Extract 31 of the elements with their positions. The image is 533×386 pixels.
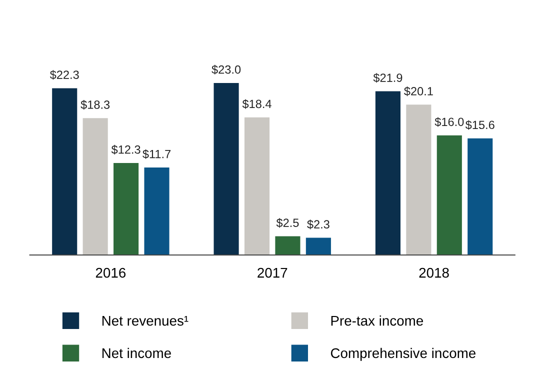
- legend-label: Net revenues¹: [102, 316, 188, 326]
- bar: [306, 238, 331, 255]
- legend-label: Net income: [102, 348, 171, 358]
- data-label: $21.9: [373, 73, 402, 83]
- data-label: $12.3: [111, 144, 140, 154]
- data-label: $18.4: [242, 99, 272, 109]
- data-label: $16.0: [434, 117, 464, 127]
- legend-label: Comprehensive income: [330, 348, 476, 361]
- bar: [468, 138, 493, 255]
- x-tick-label: 2018: [419, 268, 449, 278]
- bar: [436, 135, 462, 255]
- data-label: $15.6: [465, 120, 494, 130]
- legend-label: Pre-tax income: [331, 316, 424, 326]
- data-label: $23.0: [212, 64, 241, 74]
- x-tick-label: 2017: [258, 268, 288, 278]
- bar: [144, 168, 170, 255]
- data-label: $20.1: [404, 86, 433, 96]
- bar: [214, 83, 239, 255]
- data-label: $18.3: [80, 100, 110, 110]
- bar: [52, 88, 78, 255]
- bar: [244, 117, 270, 255]
- bar: [375, 91, 400, 255]
- data-label: $2.5: [276, 218, 299, 228]
- data-label: $11.7: [142, 149, 171, 159]
- data-label: $2.3: [307, 220, 330, 230]
- bar: [406, 104, 432, 255]
- bar: [114, 163, 139, 255]
- bar: [82, 118, 108, 255]
- bar: [275, 236, 300, 255]
- x-tick-label: 2016: [96, 268, 126, 278]
- data-label: $22.3: [50, 70, 79, 80]
